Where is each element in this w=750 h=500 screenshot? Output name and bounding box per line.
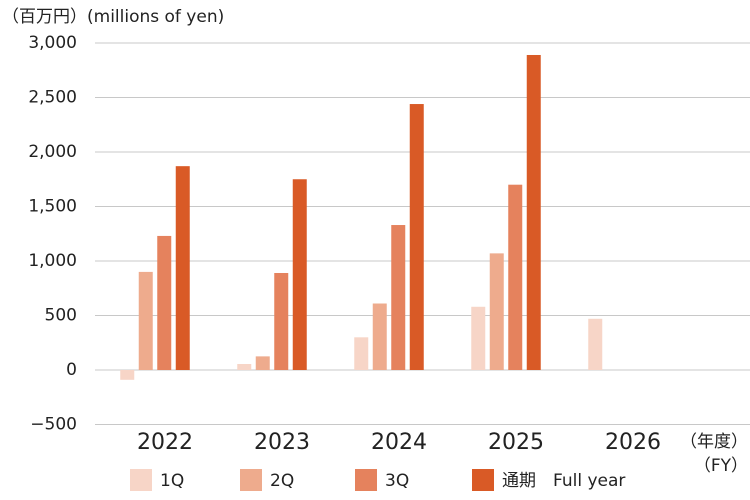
bar [120, 370, 135, 380]
bar [526, 54, 541, 371]
bar [292, 179, 307, 370]
legend-label: 通期 Full year [502, 471, 625, 491]
legend-swatch [472, 469, 494, 491]
x-tick-label: 2022 [137, 430, 193, 455]
x-unit: （年度） [680, 432, 748, 452]
bar [157, 235, 172, 370]
bar [237, 364, 252, 370]
x-tick-label: 2025 [488, 430, 544, 455]
legend-swatch [355, 469, 377, 491]
y-tick-label: 1,000 [28, 251, 77, 271]
y-tick-label: 2,500 [28, 88, 77, 108]
bar [409, 104, 424, 370]
y-tick-label: 500 [45, 306, 77, 326]
x-tick-label: 2023 [254, 430, 310, 455]
bar [274, 272, 289, 370]
x-unit: （FY） [694, 456, 748, 476]
bar [255, 356, 270, 370]
y-tick-label: −500 [30, 415, 77, 435]
y-axis-label: （百万円）(millions of yen) [2, 7, 224, 27]
legend-swatch [130, 469, 152, 491]
x-tick-label: 2024 [371, 430, 427, 455]
x-tick-label: 2026 [605, 430, 661, 455]
y-tick-label: 0 [66, 360, 77, 380]
legend-label: 3Q [385, 471, 409, 491]
y-tick-label: 2,000 [28, 142, 77, 162]
bar [471, 306, 486, 370]
legend-label: 1Q [160, 471, 184, 491]
bar [508, 184, 523, 370]
bar [354, 337, 369, 370]
bar [391, 225, 406, 370]
y-tick-label: 1,500 [28, 197, 77, 217]
bar [372, 303, 387, 370]
bar [175, 166, 190, 370]
legend-swatch [240, 469, 262, 491]
bar [489, 253, 504, 370]
y-tick-label: 3,000 [28, 33, 77, 53]
bar [138, 271, 153, 370]
bar [588, 318, 603, 370]
legend-label: 2Q [270, 471, 294, 491]
